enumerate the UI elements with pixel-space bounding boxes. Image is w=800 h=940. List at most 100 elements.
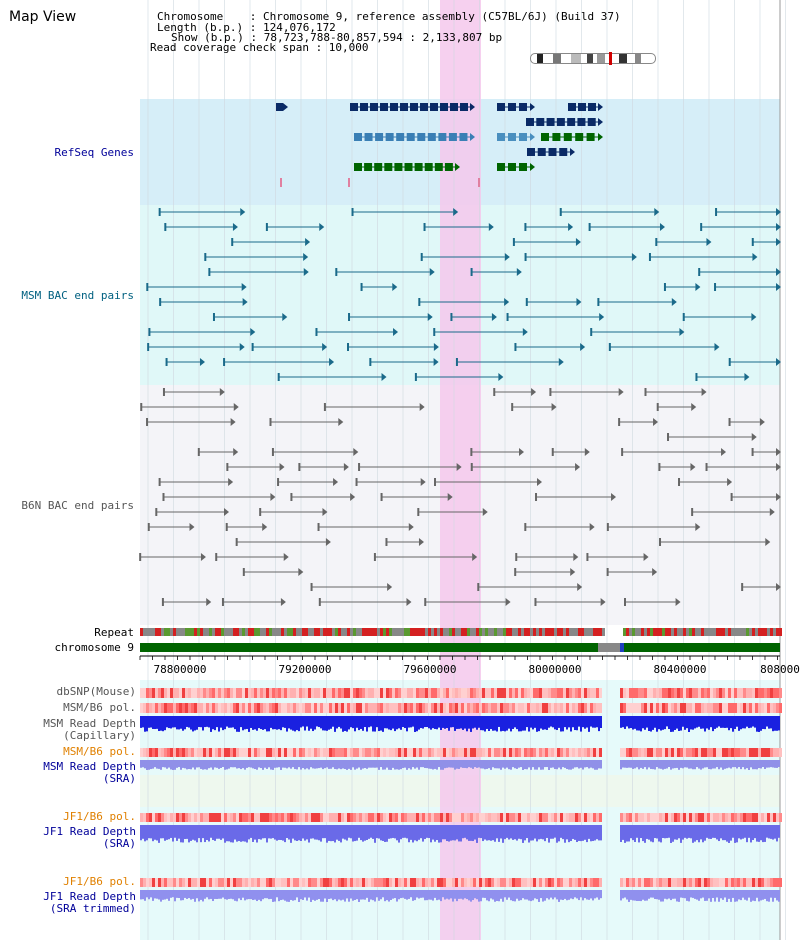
depth-bar	[552, 760, 554, 768]
heat-segment	[764, 748, 767, 757]
bac-end	[433, 328, 436, 336]
depth-bar	[334, 760, 336, 770]
depth-bar	[294, 825, 296, 841]
depth-bar	[376, 825, 378, 839]
track-label-msm-read-depth-capillary[interactable]: MSM Read Depth (Capillary)	[0, 718, 136, 742]
repeat-segment	[470, 628, 473, 636]
heat-segment	[734, 813, 737, 822]
depth-bar	[152, 890, 154, 901]
heat-segment	[278, 748, 281, 757]
depth-bar	[738, 760, 740, 768]
depth-bar	[744, 825, 746, 838]
repeat-segment	[365, 628, 368, 636]
track-label-msm-read-depth-sra[interactable]: MSM Read Depth (SRA)	[0, 761, 136, 785]
repeat-segment	[590, 628, 593, 636]
depth-bar	[680, 760, 682, 768]
depth-bar	[484, 716, 486, 732]
bac-end-arrow	[765, 538, 771, 546]
heat-segment	[302, 878, 305, 887]
heat-segment	[299, 688, 302, 698]
heat-segment	[317, 703, 320, 713]
depth-bar	[376, 716, 378, 728]
heat-segment	[290, 688, 293, 698]
depth-bar	[644, 716, 646, 730]
track-label-jf1-read-depth[interactable]: JF1 Read Depth (SRA)	[0, 826, 136, 850]
track-label-jf1-b6-pol-trim[interactable]: JF1/B6 pol.	[63, 875, 136, 888]
bac-end-arrow	[576, 298, 582, 306]
track-label-line: (SRA)	[102, 837, 136, 850]
depth-bar	[630, 890, 632, 900]
depth-bar	[456, 890, 458, 902]
depth-bar	[464, 890, 466, 899]
depth-bar	[166, 716, 168, 728]
heat-segment	[383, 878, 386, 887]
repeat-segment	[308, 628, 311, 636]
depth-bar	[150, 716, 152, 728]
depth-bar	[526, 716, 528, 728]
chromosome-ideogram[interactable]	[530, 52, 656, 65]
depth-bar	[564, 760, 566, 768]
heat-segment	[584, 748, 587, 757]
heat-segment	[428, 703, 431, 713]
heat-segment	[203, 748, 206, 757]
track-label-repeat[interactable]: Repeat	[94, 626, 134, 639]
heat-segment	[734, 688, 737, 698]
repeat-segment	[275, 628, 278, 636]
heat-segment	[440, 878, 443, 887]
heat-segment	[512, 878, 515, 887]
track-label-jf1-read-depth-trimmed[interactable]: JF1 Read Depth (SRA trimmed)	[0, 891, 136, 915]
depth-bar	[692, 760, 694, 770]
track-label-msm-b6-pol-sra[interactable]: MSM/B6 pol.	[63, 745, 136, 758]
track-label-dbsnp[interactable]: dbSNP(Mouse)	[56, 685, 136, 698]
heat-segment	[332, 813, 335, 822]
heat-segment	[218, 748, 221, 757]
track-label-jf1-b6-pol[interactable]: JF1/B6 pol.	[63, 810, 136, 823]
heat-segment	[686, 688, 689, 698]
depth-bar	[430, 825, 432, 843]
repeat-segment	[656, 628, 659, 636]
heat-segment	[191, 813, 194, 822]
heat-segment	[392, 813, 395, 822]
repeat-segment	[674, 628, 677, 636]
heat-segment	[215, 878, 218, 887]
heat-segment	[356, 878, 359, 887]
track-label-b6n-bac-end-pairs[interactable]: B6N BAC end pairs	[21, 499, 134, 512]
depth-bar	[270, 890, 272, 899]
heat-segment	[587, 703, 590, 713]
depth-bar	[280, 825, 282, 840]
depth-bar	[316, 760, 318, 769]
heat-segment	[149, 748, 152, 757]
heat-segment	[752, 878, 755, 887]
heat-segment	[677, 703, 680, 713]
heat-segment	[653, 688, 656, 698]
repeat-segment	[551, 628, 554, 636]
bac-end-arrow	[690, 463, 696, 471]
heat-segment	[197, 688, 200, 698]
heat-segment	[335, 703, 338, 713]
track-label-msm-b6-pol[interactable]: MSM/B6 pol.	[63, 701, 136, 714]
depth-bar	[380, 716, 382, 731]
depth-bar	[158, 760, 160, 769]
heat-segment	[248, 703, 251, 713]
gene-exon	[527, 148, 535, 156]
depth-bar	[764, 716, 766, 730]
heat-segment	[386, 878, 389, 887]
repeat-segment	[707, 628, 710, 636]
depth-bar	[446, 716, 448, 729]
depth-bar	[630, 760, 632, 768]
bac-end-arrow	[516, 268, 522, 276]
bac-end	[656, 403, 659, 411]
ideogram-position-marker[interactable]	[609, 52, 612, 65]
depth-bar	[656, 890, 658, 900]
repeat-segment	[179, 628, 182, 636]
depth-bar	[262, 760, 264, 770]
repeat-segment	[344, 628, 347, 636]
track-label-refseq-genes[interactable]: RefSeq Genes	[54, 146, 134, 159]
bac-end-arrow	[504, 253, 510, 261]
track-label-chromosome[interactable]: chromosome 9	[54, 641, 134, 654]
depth-bar	[502, 890, 504, 902]
track-label-msm-bac-end-pairs[interactable]: MSM BAC end pairs	[21, 289, 134, 302]
depth-bar	[384, 825, 386, 842]
depth-bar	[646, 890, 648, 901]
